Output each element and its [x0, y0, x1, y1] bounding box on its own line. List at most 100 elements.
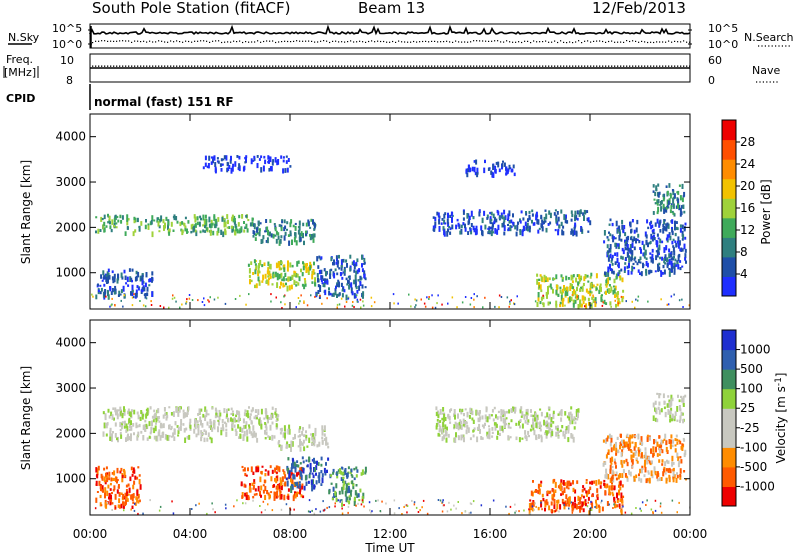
scatter-cell	[230, 225, 233, 229]
scatter-cell	[472, 434, 475, 438]
scatter-cell	[131, 496, 134, 502]
scatter-cell	[258, 230, 261, 237]
noise-cell	[144, 305, 147, 308]
nave-dot	[416, 65, 418, 67]
nave-dot	[560, 65, 562, 67]
scatter-cell	[546, 490, 549, 494]
scatter-cell	[325, 462, 327, 466]
scatter-cell	[574, 503, 577, 509]
noise-cell	[323, 509, 325, 512]
scatter-cell	[158, 230, 161, 233]
scatter-cell	[352, 483, 355, 487]
noise-cell	[299, 300, 301, 303]
scatter-cell	[626, 265, 629, 269]
scatter-cell	[131, 289, 134, 293]
scatter-cell	[568, 414, 571, 421]
scatter-cell	[565, 486, 568, 489]
scatter-cell	[151, 215, 154, 221]
scatter-cell	[345, 259, 348, 263]
noise-cell	[482, 306, 484, 309]
scatter-cell	[311, 273, 314, 280]
scatter-cell	[651, 253, 654, 260]
scatter-cell	[676, 240, 679, 244]
scatter-cell	[609, 468, 612, 474]
scatter-cell	[617, 272, 620, 277]
scatter-cell	[619, 473, 621, 478]
scatter-cell	[281, 278, 284, 282]
scatter-cell	[298, 276, 301, 282]
noise-cell	[175, 300, 177, 303]
scatter-cell	[469, 228, 472, 232]
scatter-cell	[488, 434, 491, 440]
scatter-cell	[573, 226, 576, 231]
nave-dot	[122, 65, 124, 67]
scatter-cell	[297, 282, 300, 286]
noise-cell	[322, 500, 324, 503]
scatter-cell	[633, 236, 636, 242]
scatter-cell	[557, 216, 560, 222]
scatter-cell	[311, 486, 314, 492]
scatter-cell	[353, 477, 356, 481]
scatter-cell	[111, 433, 113, 439]
noise-cell	[123, 509, 125, 512]
scatter-cell	[320, 256, 323, 260]
scatter-cell	[195, 433, 198, 438]
scatter-cell	[173, 429, 176, 435]
nave-dot	[326, 65, 328, 67]
scatter-cell	[647, 226, 650, 230]
scatter-cell	[617, 243, 620, 247]
scatter-cell	[487, 227, 490, 230]
scatter-cell	[112, 489, 115, 492]
scatter-cell	[553, 510, 556, 513]
scatter-cell	[656, 441, 659, 447]
scatter-cell	[571, 434, 574, 439]
scatter-cell	[544, 276, 547, 281]
scatter-cell	[532, 501, 535, 507]
scatter-cell	[674, 438, 677, 442]
noise-cell	[233, 505, 235, 508]
scatter-cell	[552, 288, 554, 294]
scatter-cell	[674, 220, 676, 227]
scatter-cell	[217, 160, 220, 164]
scatter-cell	[645, 270, 648, 276]
scatter-cell	[441, 417, 444, 421]
scatter-cell	[476, 410, 479, 415]
noise-cell	[168, 306, 170, 309]
scatter-cell	[607, 255, 610, 259]
scatter-cell	[202, 229, 205, 233]
nsearch-dot	[401, 41, 403, 43]
nsky-strip: N.Sky 10^5 10^0 10^5 10^0 N.Search	[8, 22, 794, 51]
scatter-cell	[162, 423, 165, 429]
scatter-cell	[472, 216, 475, 220]
nsearch-dot	[164, 41, 166, 43]
scatter-cell	[681, 205, 683, 209]
nave-dot	[167, 65, 169, 67]
scatter-cell	[239, 426, 242, 432]
scatter-cell	[123, 420, 126, 426]
scatter-cell	[347, 280, 350, 284]
scatter-cell	[186, 410, 189, 415]
scatter-cell	[678, 240, 681, 246]
scatter-cell	[665, 223, 668, 226]
scatter-cell	[240, 226, 243, 231]
scatter-cell	[573, 426, 576, 430]
scatter-cell	[248, 426, 251, 430]
scatter-cell	[200, 432, 203, 438]
scatter-cell	[254, 263, 257, 266]
scatter-cell	[437, 421, 440, 425]
scatter-cell	[490, 170, 493, 175]
scatter-cell	[125, 423, 128, 429]
scatter-cell	[107, 408, 110, 413]
nave-dot	[110, 65, 112, 67]
scatter-cell	[631, 265, 634, 272]
scatter-cell	[199, 230, 202, 234]
scatter-cell	[636, 460, 639, 464]
scatter-cell	[105, 225, 108, 228]
scatter-cell	[681, 238, 684, 241]
scatter-cell	[685, 260, 687, 264]
noise-cell	[442, 504, 444, 507]
scatter-cell	[472, 429, 475, 432]
scatter-cell	[572, 302, 575, 308]
